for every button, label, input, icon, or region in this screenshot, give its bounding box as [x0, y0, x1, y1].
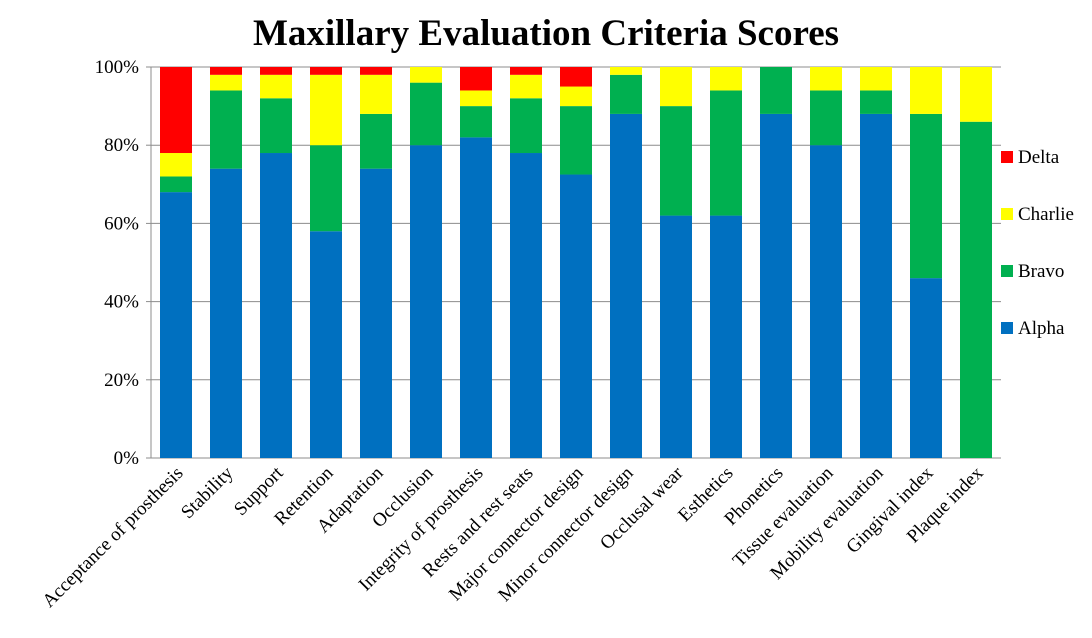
bar-segment-charlie	[860, 67, 892, 91]
y-tick-label: 100%	[95, 57, 140, 78]
legend-swatch-alpha	[1001, 322, 1013, 334]
bar-segment-delta	[160, 67, 192, 154]
bar-segment-delta	[510, 67, 542, 75]
bar-segment-alpha	[460, 137, 492, 458]
bar-segment-delta	[560, 67, 592, 87]
bar-segment-charlie	[960, 67, 992, 122]
bar-segment-bravo	[960, 121, 992, 459]
bar-segment-alpha	[810, 145, 842, 458]
bar-segment-alpha	[410, 145, 442, 458]
bar-segment-bravo	[260, 98, 292, 154]
bar-segment-bravo	[860, 90, 892, 114]
bar-segment-bravo	[660, 106, 692, 216]
bar-segment-bravo	[310, 145, 342, 232]
bar-segment-bravo	[460, 106, 492, 138]
bar-segment-charlie	[910, 67, 942, 114]
bar-segment-charlie	[460, 90, 492, 107]
bar-segment-bravo	[610, 74, 642, 114]
legend-swatch-charlie	[1001, 208, 1013, 220]
bar-segment-charlie	[210, 74, 242, 91]
y-tick-label: 40%	[104, 292, 139, 313]
bars	[160, 67, 992, 459]
y-axis-ticks: 0% 20% 40% 60% 80% 100%	[95, 57, 140, 469]
bar-segment-delta	[210, 67, 242, 75]
bar-segment-alpha	[360, 168, 392, 458]
bar-segment-charlie	[510, 74, 542, 99]
bar-segment-charlie	[560, 86, 592, 107]
bar-segment-alpha	[260, 153, 292, 458]
y-tick-label: 0%	[114, 448, 140, 469]
bar-segment-alpha	[760, 113, 792, 459]
bar-segment-bravo	[760, 67, 792, 114]
bar-segment-bravo	[210, 90, 242, 169]
bar-segment-bravo	[160, 176, 192, 193]
legend-label: Charlie	[1018, 204, 1074, 225]
bar-segment-alpha	[560, 174, 592, 458]
bar-segment-bravo	[510, 98, 542, 154]
bar-segment-charlie	[160, 153, 192, 177]
chart-title: Maxillary Evaluation Criteria Scores	[253, 13, 839, 54]
bar-segment-alpha	[510, 153, 542, 458]
legend-label: Alpha	[1018, 318, 1065, 339]
bar-segment-delta	[310, 67, 342, 75]
bar-segment-delta	[360, 67, 392, 75]
legend: Delta Charlie Bravo Alpha	[1001, 147, 1074, 339]
bar-segment-charlie	[260, 74, 292, 99]
bar-segment-bravo	[410, 82, 442, 146]
bar-segment-alpha	[710, 215, 742, 458]
y-tick-label: 20%	[104, 370, 139, 391]
bar-segment-charlie	[310, 74, 342, 146]
x-category-label: Gingival index	[842, 462, 937, 557]
bar-segment-bravo	[910, 113, 942, 279]
bar-segment-delta	[260, 67, 292, 75]
bar-segment-bravo	[360, 113, 392, 169]
y-tick-label: 60%	[104, 213, 139, 234]
bar-segment-charlie	[810, 67, 842, 91]
bar-segment-charlie	[710, 67, 742, 91]
x-category-label: Acceptance of prosthesis	[38, 463, 187, 612]
bar-segment-delta	[460, 67, 492, 91]
bar-segment-alpha	[910, 278, 942, 458]
bar-segment-charlie	[610, 67, 642, 75]
bar-segment-bravo	[560, 106, 592, 175]
x-category-label: Stability	[177, 462, 238, 523]
bar-segment-alpha	[660, 215, 692, 458]
bar-segment-alpha	[860, 113, 892, 459]
bar-segment-alpha	[610, 113, 642, 459]
bar-segment-charlie	[360, 74, 392, 114]
bar-segment-alpha	[310, 231, 342, 458]
x-axis-labels: Acceptance of prosthesisStabilitySupport…	[38, 462, 987, 612]
bar-segment-alpha	[160, 192, 192, 458]
bar-segment-charlie	[410, 67, 442, 83]
y-tick-label: 80%	[104, 135, 139, 156]
bar-segment-bravo	[710, 90, 742, 216]
legend-swatch-delta	[1001, 151, 1013, 163]
bar-segment-bravo	[810, 90, 842, 146]
legend-swatch-bravo	[1001, 265, 1013, 277]
legend-label: Delta	[1018, 147, 1060, 168]
bar-segment-alpha	[210, 168, 242, 458]
legend-label: Bravo	[1018, 261, 1064, 282]
bar-segment-charlie	[660, 67, 692, 107]
